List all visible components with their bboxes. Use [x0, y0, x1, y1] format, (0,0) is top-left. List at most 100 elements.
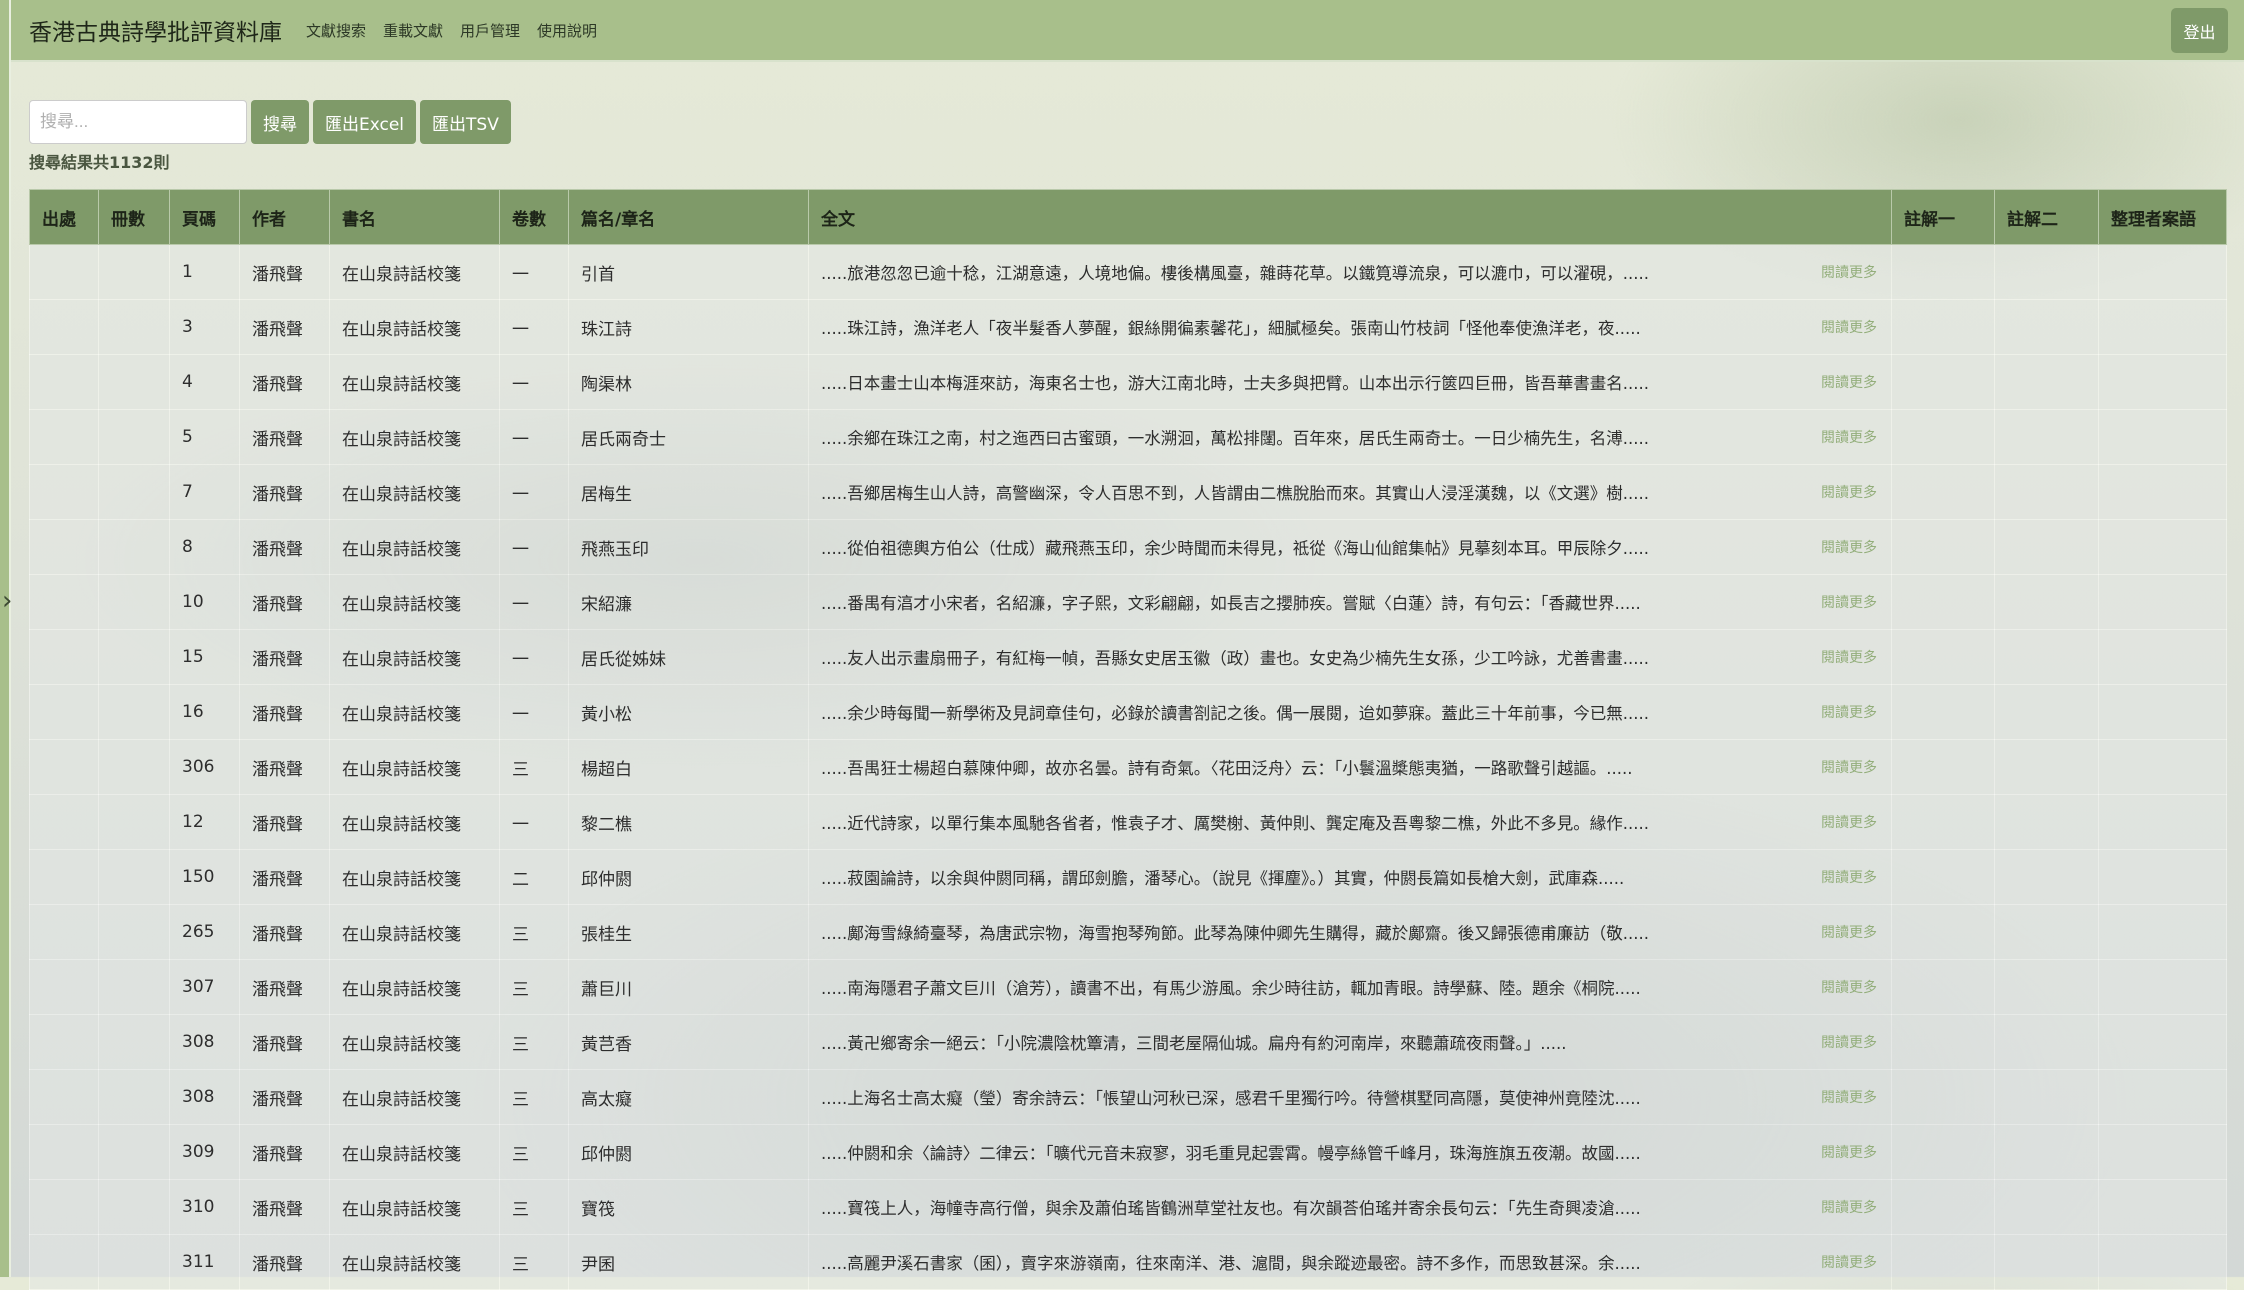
col-fulltext-cell: .....仲閼和余〈論詩〉二律云：「曠代元音未寂寥，羽毛重見起雲霄。幔亭絲管千峰… [808, 1124, 1892, 1180]
read-more-link[interactable]: 閱讀更多 [1821, 485, 1877, 501]
read-more-link[interactable]: 閱讀更多 [1821, 375, 1877, 391]
col-note1-cell [1891, 629, 1995, 685]
read-more-link[interactable]: 閱讀更多 [1821, 650, 1877, 666]
col-juan-cell: 一 [499, 794, 569, 850]
nav-link-users[interactable]: 用戶管理 [460, 21, 521, 40]
col-editor-note-cell [2098, 739, 2227, 795]
read-more-link[interactable]: 閱讀更多 [1821, 1090, 1877, 1106]
read-more-link[interactable]: 閱讀更多 [1821, 760, 1877, 776]
read-more-link[interactable]: 閱讀更多 [1821, 925, 1877, 941]
fulltext-excerpt: .....日本畫士山本梅涯來訪，海東名士也，游大江南北時，士夫多與把臂。山本出示… [821, 374, 1649, 393]
col-note1-cell [1891, 574, 1995, 630]
search-input[interactable] [29, 100, 247, 144]
read-more-link[interactable]: 閱讀更多 [1821, 705, 1877, 721]
col-author-cell: 潘飛聲 [239, 1124, 330, 1180]
col-title-cell: 宋紹濂 [568, 574, 809, 630]
export-tsv-button[interactable]: 匯出TSV [420, 100, 511, 144]
nav-link-reload[interactable]: 重載文獻 [383, 21, 444, 40]
col-source-header[interactable]: 出處 [29, 189, 99, 245]
col-juan-cell: 二 [499, 849, 569, 905]
col-book-header[interactable]: 書名 [329, 189, 500, 245]
col-title-cell: 蕭巨川 [568, 959, 809, 1015]
table-row: 10 潘飛聲 在山泉詩話校箋一宋紹濂 .....番禺有湻才小宋者，名紹濂，字子熙，文彩… [29, 574, 2227, 630]
col-fulltext-cell: .....旅港忽忽已逾十稔，江湖意遠，人境地偏。樓後構風臺，雜蒔花草。以鐵筧導流… [808, 244, 1892, 300]
read-more-link[interactable]: 閱讀更多 [1821, 320, 1877, 336]
col-note1-header[interactable]: 註解一 [1891, 189, 1995, 245]
col-title-cell: 居氏兩奇士 [568, 409, 809, 465]
read-more-link[interactable]: 閱讀更多 [1821, 1255, 1877, 1271]
col-author-header[interactable]: 作者 [239, 189, 330, 245]
col-editor-note-cell [2098, 684, 2227, 740]
col-page-header[interactable]: 頁碼 [169, 189, 240, 245]
col-fulltext-cell: .....珠江詩，漁洋老人「夜半髮香人夢醒，銀絲開徧素馨花」，細膩極矣。張南山竹… [808, 299, 1892, 355]
search-button[interactable]: 搜尋 [251, 100, 309, 144]
read-more-link[interactable]: 閱讀更多 [1821, 1035, 1877, 1051]
chevron-right-icon[interactable]: › [2, 586, 13, 616]
col-fulltext-cell: .....南海隱君子蕭文巨川（滄芳），讀書不出，有馬少游風。余少時往訪，輒加青眼… [808, 959, 1892, 1015]
read-more-link[interactable]: 閱讀更多 [1821, 1200, 1877, 1216]
fulltext-excerpt: .....余鄉在珠江之南，村之迤西曰古蜜頭，一水溯洄，萬松排闥。百年來，居氏生兩… [821, 429, 1649, 448]
col-note2-cell [1994, 1069, 2099, 1125]
col-juan-header[interactable]: 卷數 [499, 189, 569, 245]
table-row: 310 潘飛聲 在山泉詩話校箋三寶筏 .....寶筏上人，海幢寺高行僧，與余及蕭伯瑤皆… [29, 1179, 2227, 1235]
col-source-cell [29, 849, 99, 905]
fulltext-excerpt: .....上海名士高太癡（瑩）寄余詩云：「悵望山河秋已深，感君千里獨行吟。待營棋… [821, 1089, 1641, 1108]
col-fulltext-cell: .....近代詩家，以單行集本風馳各省者，惟袁子才、厲樊榭、黃仲則、龔定庵及吾粵… [808, 794, 1892, 850]
col-page-cell: 311 [169, 1234, 240, 1290]
col-juan-cell: 一 [499, 409, 569, 465]
logout-button[interactable]: 登出 [2171, 8, 2228, 53]
col-title-cell: 邱仲閼 [568, 1124, 809, 1180]
col-juan-cell: 一 [499, 244, 569, 300]
col-book-cell: 在山泉詩話校箋 [329, 299, 500, 355]
col-volume-cell [98, 244, 170, 300]
col-title-cell: 引首 [568, 244, 809, 300]
col-page-cell: 7 [169, 464, 240, 520]
col-note1-cell [1891, 244, 1995, 300]
col-title-cell: 居氏從姊妹 [568, 629, 809, 685]
col-editor-note-cell [2098, 299, 2227, 355]
export-excel-button[interactable]: 匯出Excel [313, 100, 417, 144]
read-more-link[interactable]: 閱讀更多 [1821, 870, 1877, 886]
nav-link-search[interactable]: 文獻搜索 [306, 21, 367, 40]
col-page-cell: 15 [169, 629, 240, 685]
col-editor-note-header[interactable]: 整理者案語 [2098, 189, 2227, 245]
col-author-cell: 潘飛聲 [239, 849, 330, 905]
site-title[interactable]: 香港古典詩學批評資料庫 [29, 20, 282, 46]
col-volume-header[interactable]: 冊數 [98, 189, 170, 245]
read-more-link[interactable]: 閱讀更多 [1821, 265, 1877, 281]
col-page-cell: 308 [169, 1069, 240, 1125]
col-page-cell: 16 [169, 684, 240, 740]
fulltext-excerpt: .....余少時每聞一新學術及見詞章佳句，必錄於讀書劄記之後。偶一展閱，迨如夢寐… [821, 704, 1649, 723]
col-juan-cell: 一 [499, 684, 569, 740]
fulltext-excerpt: .....高麗尹溪石書家（囷），賣字來游嶺南，往來南洋、港、滬間，與余蹤迹最密。… [821, 1254, 1641, 1273]
col-author-cell: 潘飛聲 [239, 299, 330, 355]
col-volume-cell [98, 354, 170, 410]
result-count: 搜尋結果共1132則 [29, 153, 170, 172]
read-more-link[interactable]: 閱讀更多 [1821, 1145, 1877, 1161]
col-author-cell: 潘飛聲 [239, 409, 330, 465]
col-note1-cell [1891, 409, 1995, 465]
read-more-link[interactable]: 閱讀更多 [1821, 815, 1877, 831]
col-volume-cell [98, 849, 170, 905]
col-volume-cell [98, 629, 170, 685]
col-author-cell: 潘飛聲 [239, 519, 330, 575]
navbar: 香港古典詩學批評資料庫 文獻搜索 重載文獻 用戶管理 使用說明 登出 [11, 0, 2244, 62]
read-more-link[interactable]: 閱讀更多 [1821, 430, 1877, 446]
col-volume-cell [98, 409, 170, 465]
col-author-cell: 潘飛聲 [239, 354, 330, 410]
nav-link-help[interactable]: 使用說明 [537, 21, 598, 40]
col-book-cell: 在山泉詩話校箋 [329, 519, 500, 575]
read-more-link[interactable]: 閱讀更多 [1821, 540, 1877, 556]
read-more-link[interactable]: 閱讀更多 [1821, 980, 1877, 996]
col-note1-cell [1891, 904, 1995, 960]
col-source-cell [29, 1234, 99, 1290]
col-note2-header[interactable]: 註解二 [1994, 189, 2099, 245]
col-title-header[interactable]: 篇名/章名 [568, 189, 809, 245]
col-book-cell: 在山泉詩話校箋 [329, 409, 500, 465]
col-note2-cell [1994, 629, 2099, 685]
col-juan-cell: 三 [499, 904, 569, 960]
fulltext-excerpt: .....吾鄉居梅生山人詩，高警幽深，令人百思不到，人皆謂由二樵脫胎而來。其實山… [821, 484, 1649, 503]
read-more-link[interactable]: 閱讀更多 [1821, 595, 1877, 611]
col-editor-note-cell [2098, 1014, 2227, 1070]
col-fulltext-header[interactable]: 全文 [808, 189, 1892, 245]
